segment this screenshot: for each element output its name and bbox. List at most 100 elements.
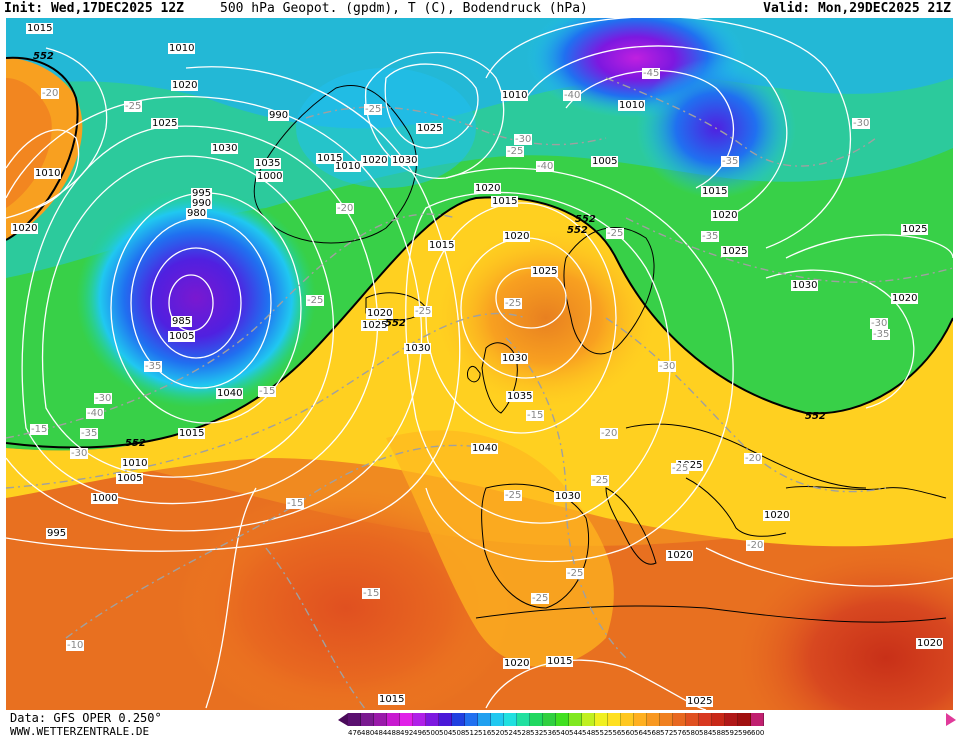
isobar-1020 — [425, 167, 734, 563]
isobar-label: 1015 — [26, 23, 54, 34]
isobar-label: 1015 — [378, 694, 406, 705]
isobar-label: 990 — [268, 110, 290, 121]
color-legend: 476 480 484 488 492 496 500 504 508 512 516 520 524 5… — [338, 713, 956, 741]
isobar-label: 1010 — [168, 43, 196, 54]
isotherm-label: -20 — [600, 428, 619, 439]
colorbar-min-arrow — [338, 713, 348, 726]
colorbar-tick-label: 580 — [686, 729, 700, 737]
colorbar-cell — [491, 713, 504, 726]
colorbar-tick-label: 600 — [751, 729, 765, 737]
isobar-label: 985 — [171, 316, 193, 327]
colorbar-tick-label: 476 — [348, 729, 362, 737]
isotherm-label: -20 — [41, 88, 60, 99]
colorbar-tick-label: 540 — [556, 729, 570, 737]
colorbar-cell — [543, 713, 556, 726]
isobar-label: 1000 — [256, 171, 284, 182]
isotherm-label: -20 — [746, 540, 765, 551]
isotherm-i — [265, 547, 367, 710]
colorbar-cell — [608, 713, 621, 726]
isotherm-b — [6, 312, 527, 489]
isobar-1015 — [6, 66, 461, 552]
isotherm-label: -25 — [364, 104, 383, 115]
coast-scandinavia — [563, 227, 655, 355]
isotherm-label: -15 — [362, 588, 381, 599]
isotherm-label: -30 — [852, 118, 871, 129]
isobar-1000 — [41, 155, 334, 478]
colorbar-tick-label: 576 — [673, 729, 687, 737]
colorbar-tick-label: 480 — [361, 729, 375, 737]
isotherm-label: -40 — [563, 90, 582, 101]
isobar-1015-north — [485, 18, 852, 249]
isobar-label: 1025 — [676, 460, 704, 471]
colorbar-cells — [348, 713, 764, 726]
colorbar-cell — [673, 713, 686, 726]
low-atlantic — [76, 188, 316, 408]
isobar-1010 — [6, 95, 423, 532]
isotherm-label: -35 — [721, 156, 740, 167]
isotherm-label: -30 — [870, 318, 889, 329]
isobar-label: 1005 — [168, 331, 196, 342]
isotherm-label: -25 — [566, 568, 585, 579]
geopotential-label: 552 — [805, 411, 826, 422]
isotherm-label: -45 — [642, 68, 661, 79]
isobar-label: 990 — [191, 198, 213, 209]
colorbar-tick-label: 564 — [634, 729, 648, 737]
colorbar-tick-label: 516 — [478, 729, 492, 737]
colorbar-tick-label: 548 — [582, 729, 596, 737]
isobar-label: 1020 — [171, 80, 199, 91]
isotherm-label: -35 — [872, 329, 891, 340]
colorbar-tick-label: 588 — [712, 729, 726, 737]
colorbar-tick-label: 596 — [738, 729, 752, 737]
isotherm-label: -40 — [86, 408, 105, 419]
isobar-label: 1025 — [151, 118, 179, 129]
isobar-label: 1040 — [216, 388, 244, 399]
isotherm-label: -35 — [701, 231, 720, 242]
cold-greenland — [296, 68, 476, 188]
isobar-label: 1015 — [428, 240, 456, 251]
isobar-label: 1030 — [501, 353, 529, 364]
isobar-label: 1010 — [121, 458, 149, 469]
isotherm-label: -25 — [671, 463, 690, 474]
warm-core-atlantic — [176, 488, 516, 710]
coast-north-africa — [475, 605, 947, 623]
colorbar-tick-label: 532 — [530, 729, 544, 737]
isobar-label: 1020 — [503, 231, 531, 242]
colorbar-cell — [621, 713, 634, 726]
colorbar-tick-label: 584 — [699, 729, 713, 737]
isobar-label: 1030 — [554, 491, 582, 502]
coast-central-europe — [625, 423, 867, 489]
colorbar-tick-label: 560 — [621, 729, 635, 737]
isobar-1005 — [21, 125, 379, 505]
map-area: 1015 1010 1020 1025 1030 1035 1000 995 990 980 985… — [6, 18, 953, 710]
colorbar-cell — [361, 713, 374, 726]
isobar-985 — [150, 247, 242, 359]
coast-ireland — [467, 365, 481, 383]
isobar-label: 1020 — [361, 155, 389, 166]
isotherm-label: -30 — [94, 393, 113, 404]
isobar-label: 1010 — [618, 100, 646, 111]
isobar-1020-greenland — [364, 51, 505, 179]
isobar-label: 1030 — [211, 143, 239, 154]
colorbar-tick-label: 528 — [517, 729, 531, 737]
colorbar-cell — [725, 713, 738, 726]
isotherm-label: -25 — [506, 146, 525, 157]
colorbar-cell — [413, 713, 426, 726]
colorbar-tick-label: 484 — [374, 729, 388, 737]
isobar-1010-north — [525, 45, 788, 219]
geopotential-label: 552 — [125, 438, 146, 449]
isobar-label: 995 — [46, 528, 68, 539]
isobar-label: 1035 — [254, 158, 282, 169]
site-url[interactable]: WWW.WETTERZENTRALE.DE — [10, 725, 150, 738]
colorbar-cell — [660, 713, 673, 726]
isobar-1030-nw — [6, 47, 108, 219]
geopotential-label: 552 — [575, 214, 596, 225]
colorbar-cell — [439, 713, 452, 726]
colorbar-cell — [478, 713, 491, 726]
isotherm-label: -20 — [336, 203, 355, 214]
isobar-label: 1010 — [501, 90, 529, 101]
geopotential-label: 552 — [33, 51, 54, 62]
isobar-label: 1015 — [701, 186, 729, 197]
init-time: Init: Wed,17DEC2025 12Z — [4, 1, 185, 16]
colorbar-cell — [595, 713, 608, 726]
isotherm-label: -10 — [66, 640, 85, 651]
